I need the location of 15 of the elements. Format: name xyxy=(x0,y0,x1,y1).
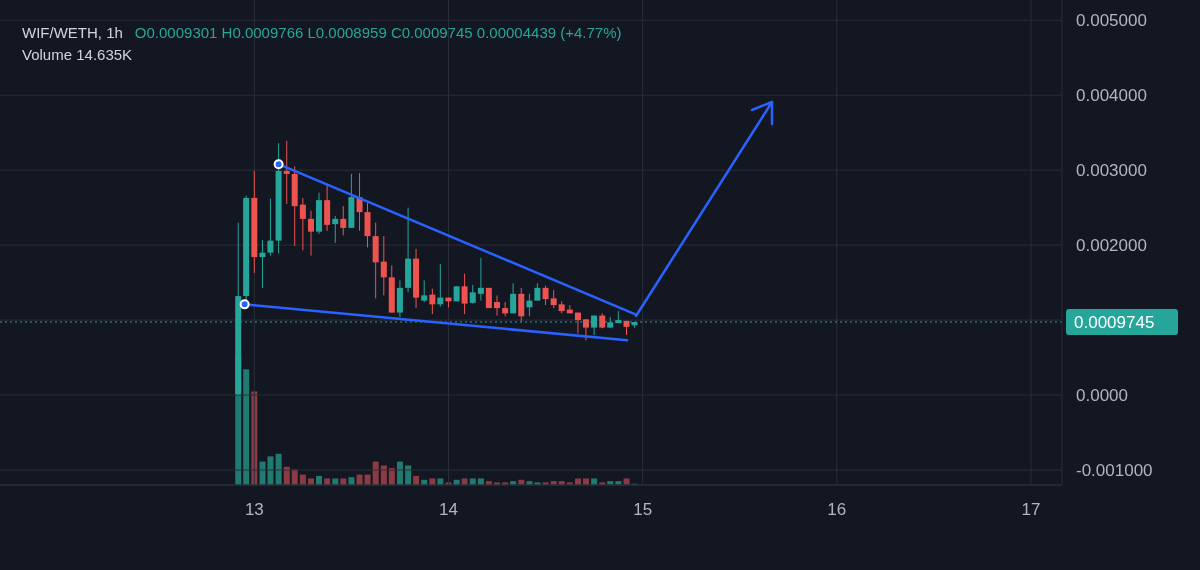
y-tick-label: 0.003000 xyxy=(1076,161,1147,181)
y-tick-label: 0.0000 xyxy=(1076,386,1128,406)
y-tick-label: 0.004000 xyxy=(1076,86,1147,106)
x-tick-label: 13 xyxy=(244,500,264,520)
x-tick-label: 15 xyxy=(633,500,653,520)
chart-title: Volume 14.635K xyxy=(22,46,133,63)
x-tick-label: 16 xyxy=(827,500,847,520)
x-tick-label: 17 xyxy=(1021,500,1041,520)
y-tick-label: 0.002000 xyxy=(1076,236,1147,256)
text: WIF/WETH, 1h xyxy=(22,24,123,41)
y-tick-label: 0.005000 xyxy=(1076,11,1147,31)
y-tick-label: -0.001000 xyxy=(1076,461,1153,481)
x-tick-label: 14 xyxy=(439,500,458,520)
text: O0.0009301 H0.0009766 L0.0008959 C0.0009745 0.00004439 (+4.77%) xyxy=(134,24,622,41)
ref-line-label: 0.0009745 xyxy=(1074,313,1155,332)
